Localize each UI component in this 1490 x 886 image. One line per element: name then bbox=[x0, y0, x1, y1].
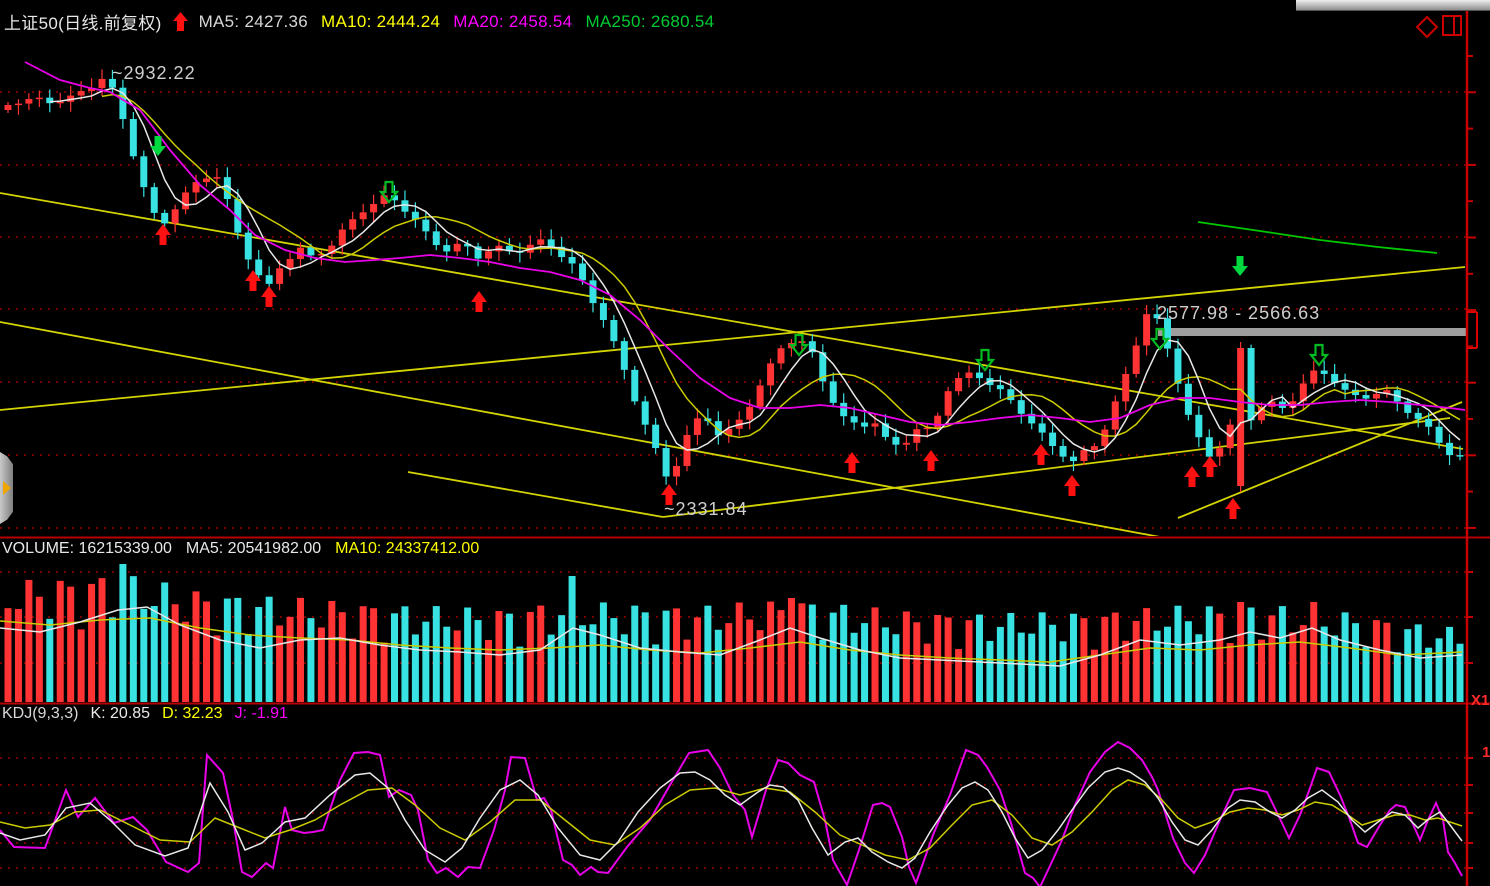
ma20-value: MA20: 2458.54 bbox=[453, 11, 573, 31]
kdj-j-value: J: -1.91 bbox=[234, 705, 288, 722]
ma-lines bbox=[24, 61, 1466, 453]
signal-arrows bbox=[150, 136, 1330, 519]
buy-signal-arrow-icon bbox=[261, 286, 277, 307]
kdj-k-value: K: 20.85 bbox=[90, 705, 151, 722]
price-axis bbox=[1465, 10, 1478, 886]
buy-signal-arrow-icon bbox=[661, 484, 677, 505]
top-scrollbar-strip[interactable] bbox=[1296, 0, 1490, 11]
gridlines bbox=[0, 91, 1467, 869]
ma250-line bbox=[1197, 221, 1438, 254]
sidebar-collapse-tab[interactable] bbox=[0, 452, 13, 524]
buy-signal-arrow-icon bbox=[1202, 456, 1218, 477]
trend-lines bbox=[0, 192, 1466, 536]
expand-arrow-icon bbox=[3, 481, 11, 495]
volume-ma5-value: MA5: 20541982.00 bbox=[185, 540, 322, 557]
sell-signal-hollow-arrow-icon bbox=[788, 333, 810, 357]
main-chart-header: 上证50(日线.前复权) MA5: 2427.36 MA10: 2444.24 … bbox=[4, 9, 714, 34]
resistance-band bbox=[1158, 328, 1467, 336]
buy-signal-arrow-icon bbox=[245, 270, 261, 291]
candlestick-series bbox=[4, 69, 1464, 492]
sell-signal-hollow-arrow-icon bbox=[1149, 327, 1171, 351]
sell-signal-hollow-arrow-icon bbox=[378, 180, 400, 204]
split-window-icon-divider bbox=[1453, 17, 1456, 34]
buy-signal-arrow-icon bbox=[471, 291, 487, 312]
buy-signal-arrow-icon bbox=[1225, 498, 1241, 519]
sell-signal-hollow-arrow-icon bbox=[1308, 343, 1330, 367]
range-band-annotation: 2577.98 - 2566.63 bbox=[1157, 303, 1321, 323]
ma10-value: MA10: 2444.24 bbox=[321, 11, 441, 31]
buy-signal-arrow-icon bbox=[844, 452, 860, 473]
symbol-title: 上证50(日线.前复权) bbox=[4, 14, 162, 33]
buy-signal-arrow-icon bbox=[1064, 475, 1080, 496]
split-window-icon[interactable] bbox=[1442, 15, 1462, 36]
pane-separators bbox=[0, 536, 1490, 705]
sell-signal-arrow-icon bbox=[150, 136, 166, 156]
sell-signal-arrow-icon bbox=[1232, 256, 1248, 276]
buy-signal-arrow-icon bbox=[1033, 444, 1049, 465]
volume-ma-lines bbox=[0, 606, 1463, 667]
volume-value: VOLUME: 16215339.00 bbox=[2, 540, 172, 557]
volume-ma10-value: MA10: 24337412.00 bbox=[335, 540, 480, 557]
current-price-marker bbox=[1467, 311, 1478, 349]
kdj-pane-header: KDJ(9,3,3) K: 20.85 D: 32.23 J: -1.91 bbox=[2, 705, 288, 723]
ma5-value: MA5: 2427.36 bbox=[198, 11, 309, 31]
ma250-value: MA250: 2680.54 bbox=[585, 11, 715, 31]
volume-axis-multiplier-label: X1 bbox=[1471, 692, 1490, 709]
swing-low-annotation: ~2331.84 bbox=[664, 499, 748, 519]
buy-signal-arrow-icon bbox=[923, 450, 939, 471]
swing-high-annotation: ~2932.22 bbox=[112, 63, 196, 83]
kdj-lines bbox=[0, 740, 1463, 886]
price-up-arrow-icon bbox=[172, 12, 188, 31]
kdj-axis-label: 1 bbox=[1482, 744, 1490, 761]
kdj-label: KDJ(9,3,3) bbox=[2, 705, 79, 722]
buy-signal-arrow-icon bbox=[155, 224, 171, 245]
sell-signal-hollow-arrow-icon bbox=[974, 348, 996, 372]
volume-pane-header: VOLUME: 16215339.00 MA5: 20541982.00 MA1… bbox=[2, 540, 479, 558]
buy-signal-arrow-icon bbox=[1184, 466, 1200, 487]
kdj-d-value: D: 32.23 bbox=[162, 705, 223, 722]
